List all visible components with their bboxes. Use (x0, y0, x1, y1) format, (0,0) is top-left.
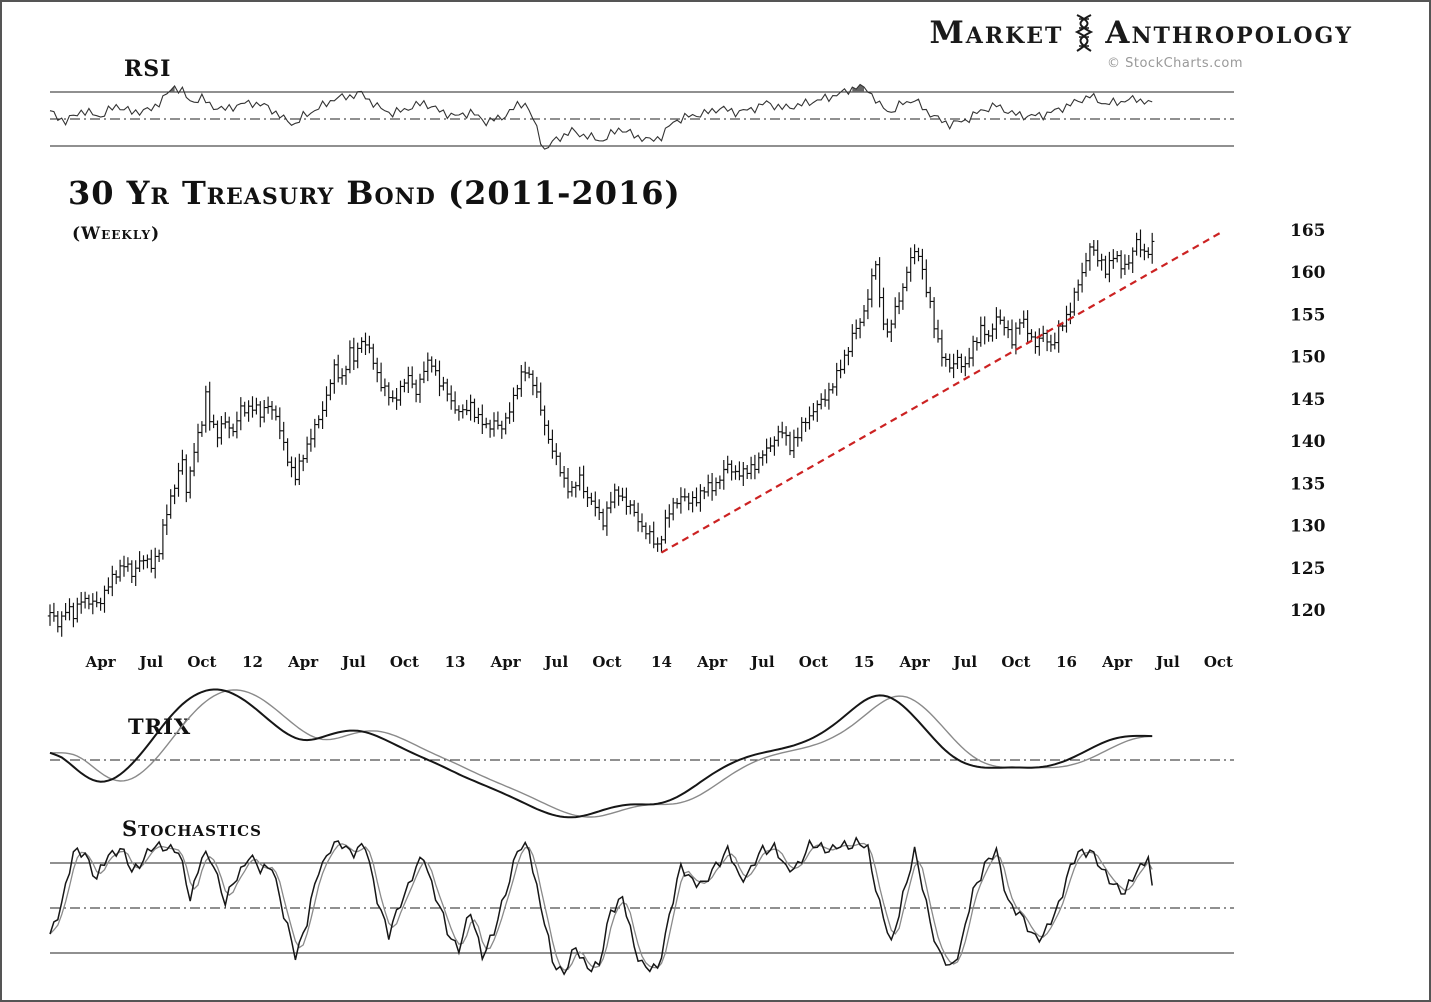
svg-text:120: 120 (1290, 601, 1326, 621)
svg-text:13: 13 (445, 653, 466, 671)
dna-icon (1075, 14, 1094, 52)
svg-text:150: 150 (1290, 348, 1326, 368)
svg-text:165: 165 (1290, 221, 1326, 241)
stochastics-label: Stochastics (122, 816, 262, 841)
brand: Market Anthropology (929, 14, 1353, 52)
chart-title: 30 Yr Treasury Bond (2011-2016) (68, 174, 681, 212)
svg-text:12: 12 (242, 653, 263, 671)
svg-text:Oct: Oct (187, 653, 216, 671)
svg-text:125: 125 (1290, 559, 1326, 579)
svg-text:155: 155 (1290, 305, 1326, 325)
svg-text:Apr: Apr (85, 653, 117, 671)
svg-text:Jul: Jul (749, 653, 775, 671)
svg-text:Oct: Oct (390, 653, 419, 671)
svg-text:Jul: Jul (137, 653, 163, 671)
rsi-label: RSI (124, 56, 172, 82)
svg-text:145: 145 (1290, 390, 1326, 410)
svg-text:Apr: Apr (1101, 653, 1133, 671)
stockcharts-credit: © StockCharts.com (1106, 56, 1243, 71)
svg-text:Apr: Apr (899, 653, 931, 671)
svg-text:15: 15 (854, 653, 875, 671)
svg-text:14: 14 (651, 653, 672, 671)
chart-subtitle: (Weekly) (72, 224, 161, 244)
brand-market: Market (929, 15, 1064, 51)
svg-text:Oct: Oct (1204, 653, 1233, 671)
svg-text:140: 140 (1290, 432, 1326, 452)
svg-text:Jul: Jul (340, 653, 366, 671)
svg-text:Oct: Oct (592, 653, 621, 671)
svg-text:Oct: Oct (1001, 653, 1030, 671)
svg-text:Oct: Oct (799, 653, 828, 671)
svg-text:Apr: Apr (696, 653, 728, 671)
svg-text:16: 16 (1056, 653, 1077, 671)
svg-text:130: 130 (1290, 517, 1326, 537)
svg-text:160: 160 (1290, 263, 1326, 283)
trix-label: TRIX (128, 714, 192, 739)
svg-text:Jul: Jul (1154, 653, 1180, 671)
brand-anthropology: Anthropology (1105, 15, 1353, 51)
svg-text:Apr: Apr (287, 653, 319, 671)
svg-text:Jul: Jul (542, 653, 568, 671)
svg-text:135: 135 (1290, 474, 1326, 494)
svg-text:Jul: Jul (951, 653, 977, 671)
svg-text:Apr: Apr (490, 653, 522, 671)
